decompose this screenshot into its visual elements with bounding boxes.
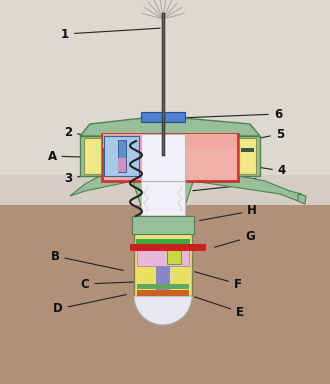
Text: G: G [215, 230, 255, 247]
Text: 1: 1 [61, 28, 160, 40]
Bar [141, 134, 185, 181]
Bar [137, 290, 189, 296]
Bar [132, 216, 194, 234]
Text: F: F [195, 272, 242, 291]
Bar [167, 250, 181, 264]
Text: 4: 4 [254, 164, 286, 177]
Bar [104, 136, 139, 176]
Bar [134, 216, 192, 296]
Text: D: D [53, 295, 126, 316]
Text: B: B [50, 250, 123, 270]
Text: 3: 3 [64, 172, 99, 184]
Polygon shape [298, 194, 306, 204]
Polygon shape [80, 116, 260, 136]
Text: C: C [81, 278, 155, 291]
Bar [80, 136, 260, 176]
Bar [239, 138, 256, 174]
Bar [173, 266, 189, 291]
Bar [137, 246, 189, 266]
Text: A: A [48, 149, 133, 162]
Bar [156, 266, 170, 291]
Bar [0, 205, 330, 384]
Bar [117, 157, 125, 172]
Text: 2: 2 [64, 126, 106, 139]
Bar [102, 134, 238, 181]
Bar [130, 244, 206, 251]
Bar [137, 284, 189, 289]
Bar [141, 181, 185, 216]
Text: E: E [195, 297, 244, 318]
Bar [136, 239, 190, 244]
Bar [103, 134, 237, 148]
Bar [0, 0, 330, 205]
Text: J: J [193, 177, 257, 191]
Bar [117, 140, 125, 172]
Bar [84, 138, 101, 174]
Text: H: H [200, 205, 257, 220]
Polygon shape [70, 176, 133, 196]
Text: 6: 6 [181, 108, 282, 121]
Bar [0, 175, 330, 205]
Text: 5: 5 [243, 127, 284, 141]
Bar [141, 112, 185, 122]
Bar [241, 148, 254, 152]
Polygon shape [193, 176, 302, 201]
Bar [137, 266, 153, 291]
Wedge shape [134, 296, 192, 325]
Polygon shape [131, 176, 195, 206]
